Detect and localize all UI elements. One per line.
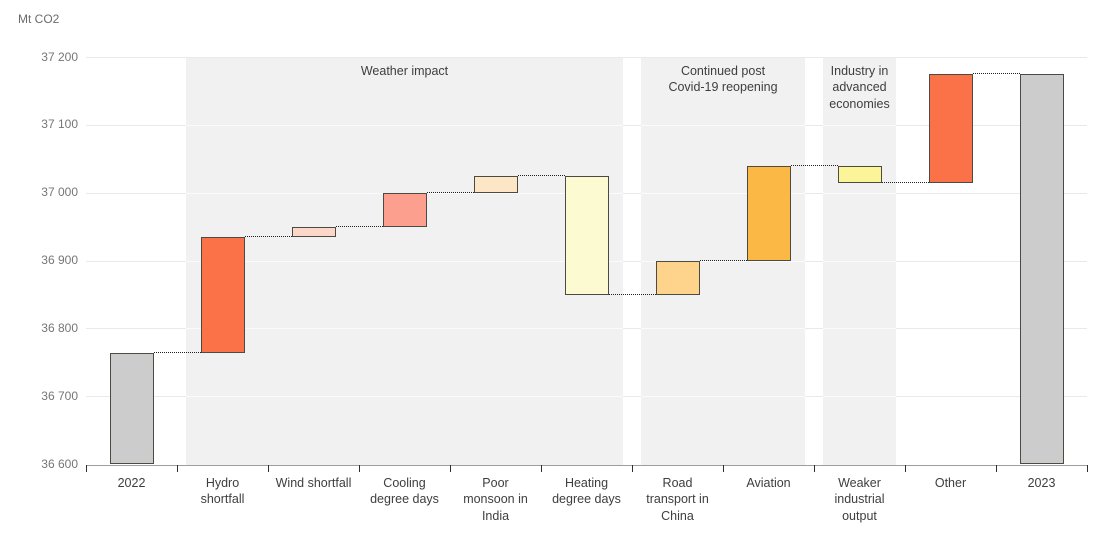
region-label-industry-in-advanced-economies: Industry in advanced economies xyxy=(829,63,890,112)
region-gridline xyxy=(186,396,623,398)
y-axis-tick-label: 36 900 xyxy=(41,253,78,267)
x-axis-tick xyxy=(905,464,906,472)
region-gridline xyxy=(186,260,623,262)
y-axis-tick-label: 36 600 xyxy=(41,456,78,471)
region-gridline xyxy=(641,192,805,194)
x-axis-tick xyxy=(86,464,87,472)
region-gridline xyxy=(641,260,805,262)
connector-dotted-line xyxy=(699,260,747,261)
region-gridline xyxy=(823,260,896,262)
y-axis-tick-label: 37 200 xyxy=(41,49,78,64)
connector-dotted-line xyxy=(335,226,383,228)
connector-dotted-line xyxy=(790,165,838,167)
connector-dotted-line xyxy=(517,175,565,177)
bar-other xyxy=(928,74,973,183)
bar-2023 xyxy=(1019,74,1064,465)
x-axis-tick xyxy=(814,464,815,472)
connector-dotted-line xyxy=(153,351,201,353)
bar-poor-monsoon-in-india xyxy=(473,176,518,194)
region-gridline xyxy=(823,192,896,194)
bar-2022 xyxy=(109,352,154,465)
region-gridline xyxy=(186,328,623,330)
x-axis-category-label-cooling-degree-days: Cooling degree days xyxy=(370,475,439,507)
region-gridline xyxy=(823,328,896,330)
bar-hydro-shortfall xyxy=(200,237,245,353)
x-axis-tick xyxy=(632,464,633,472)
connector-dotted-line xyxy=(881,181,929,183)
x-axis-category-label-road-transport-in-china: Road transport in China xyxy=(646,475,709,523)
bar-weaker-industrial-output xyxy=(837,166,882,183)
y-axis-tick-label: 37 000 xyxy=(41,185,78,200)
region-gridline xyxy=(641,328,805,330)
x-axis-tick xyxy=(541,464,542,472)
x-axis-category-label-2022: 2022 xyxy=(117,475,146,490)
y-axis-tick-label: 36 700 xyxy=(41,388,78,403)
x-axis-tick xyxy=(177,464,178,472)
bar-heating-degree-days xyxy=(564,176,609,295)
x-axis-category-label-hydro-shortfall: Hydro shortfall xyxy=(200,475,245,507)
region-gridline xyxy=(641,396,805,398)
x-axis-category-label-poor-monsoon-in-india: Poor monsoon in India xyxy=(463,475,528,523)
connector-dotted-line xyxy=(426,192,474,194)
x-axis-category-label-2023: 2023 xyxy=(1027,475,1056,490)
y-axis-tick-label: 37 100 xyxy=(41,117,78,132)
x-axis-tick xyxy=(1087,464,1088,472)
x-axis-category-label-heating-degree-days: Heating degree days xyxy=(552,475,621,507)
region-label-weather-impact: Weather impact xyxy=(360,63,449,78)
region-gridline xyxy=(186,124,623,126)
x-axis-tick xyxy=(996,464,997,472)
connector-dotted-line xyxy=(608,293,656,295)
y-axis-unit-label: Mt CO2 xyxy=(18,12,60,26)
x-axis-tick xyxy=(268,464,269,472)
region-gridline xyxy=(823,396,896,398)
x-axis-line xyxy=(86,464,1087,466)
x-axis-category-label-wind-shortfall: Wind shortfall xyxy=(275,475,352,490)
x-axis-tick xyxy=(450,464,451,472)
x-axis-tick xyxy=(359,464,360,472)
bar-road-transport-in-china xyxy=(655,261,700,295)
region-gridline xyxy=(641,124,805,126)
connector-dotted-line xyxy=(972,73,1020,75)
x-axis-category-label-other: Other xyxy=(934,475,967,490)
bar-wind-shortfall xyxy=(291,227,336,238)
y-axis-tick-label: 36 800 xyxy=(41,320,78,335)
connector-dotted-line xyxy=(244,236,292,238)
region-gridline xyxy=(823,124,896,126)
bar-cooling-degree-days xyxy=(382,193,427,228)
x-axis-category-label-weaker-industrial-output: Weaker industrial output xyxy=(834,475,885,523)
x-axis-category-label-aviation: Aviation xyxy=(746,475,791,490)
bar-aviation xyxy=(746,166,791,261)
x-axis-tick xyxy=(723,464,724,472)
region-label-continued-post-covid-19-reopening: Continued post Covid-19 reopening xyxy=(668,63,778,95)
